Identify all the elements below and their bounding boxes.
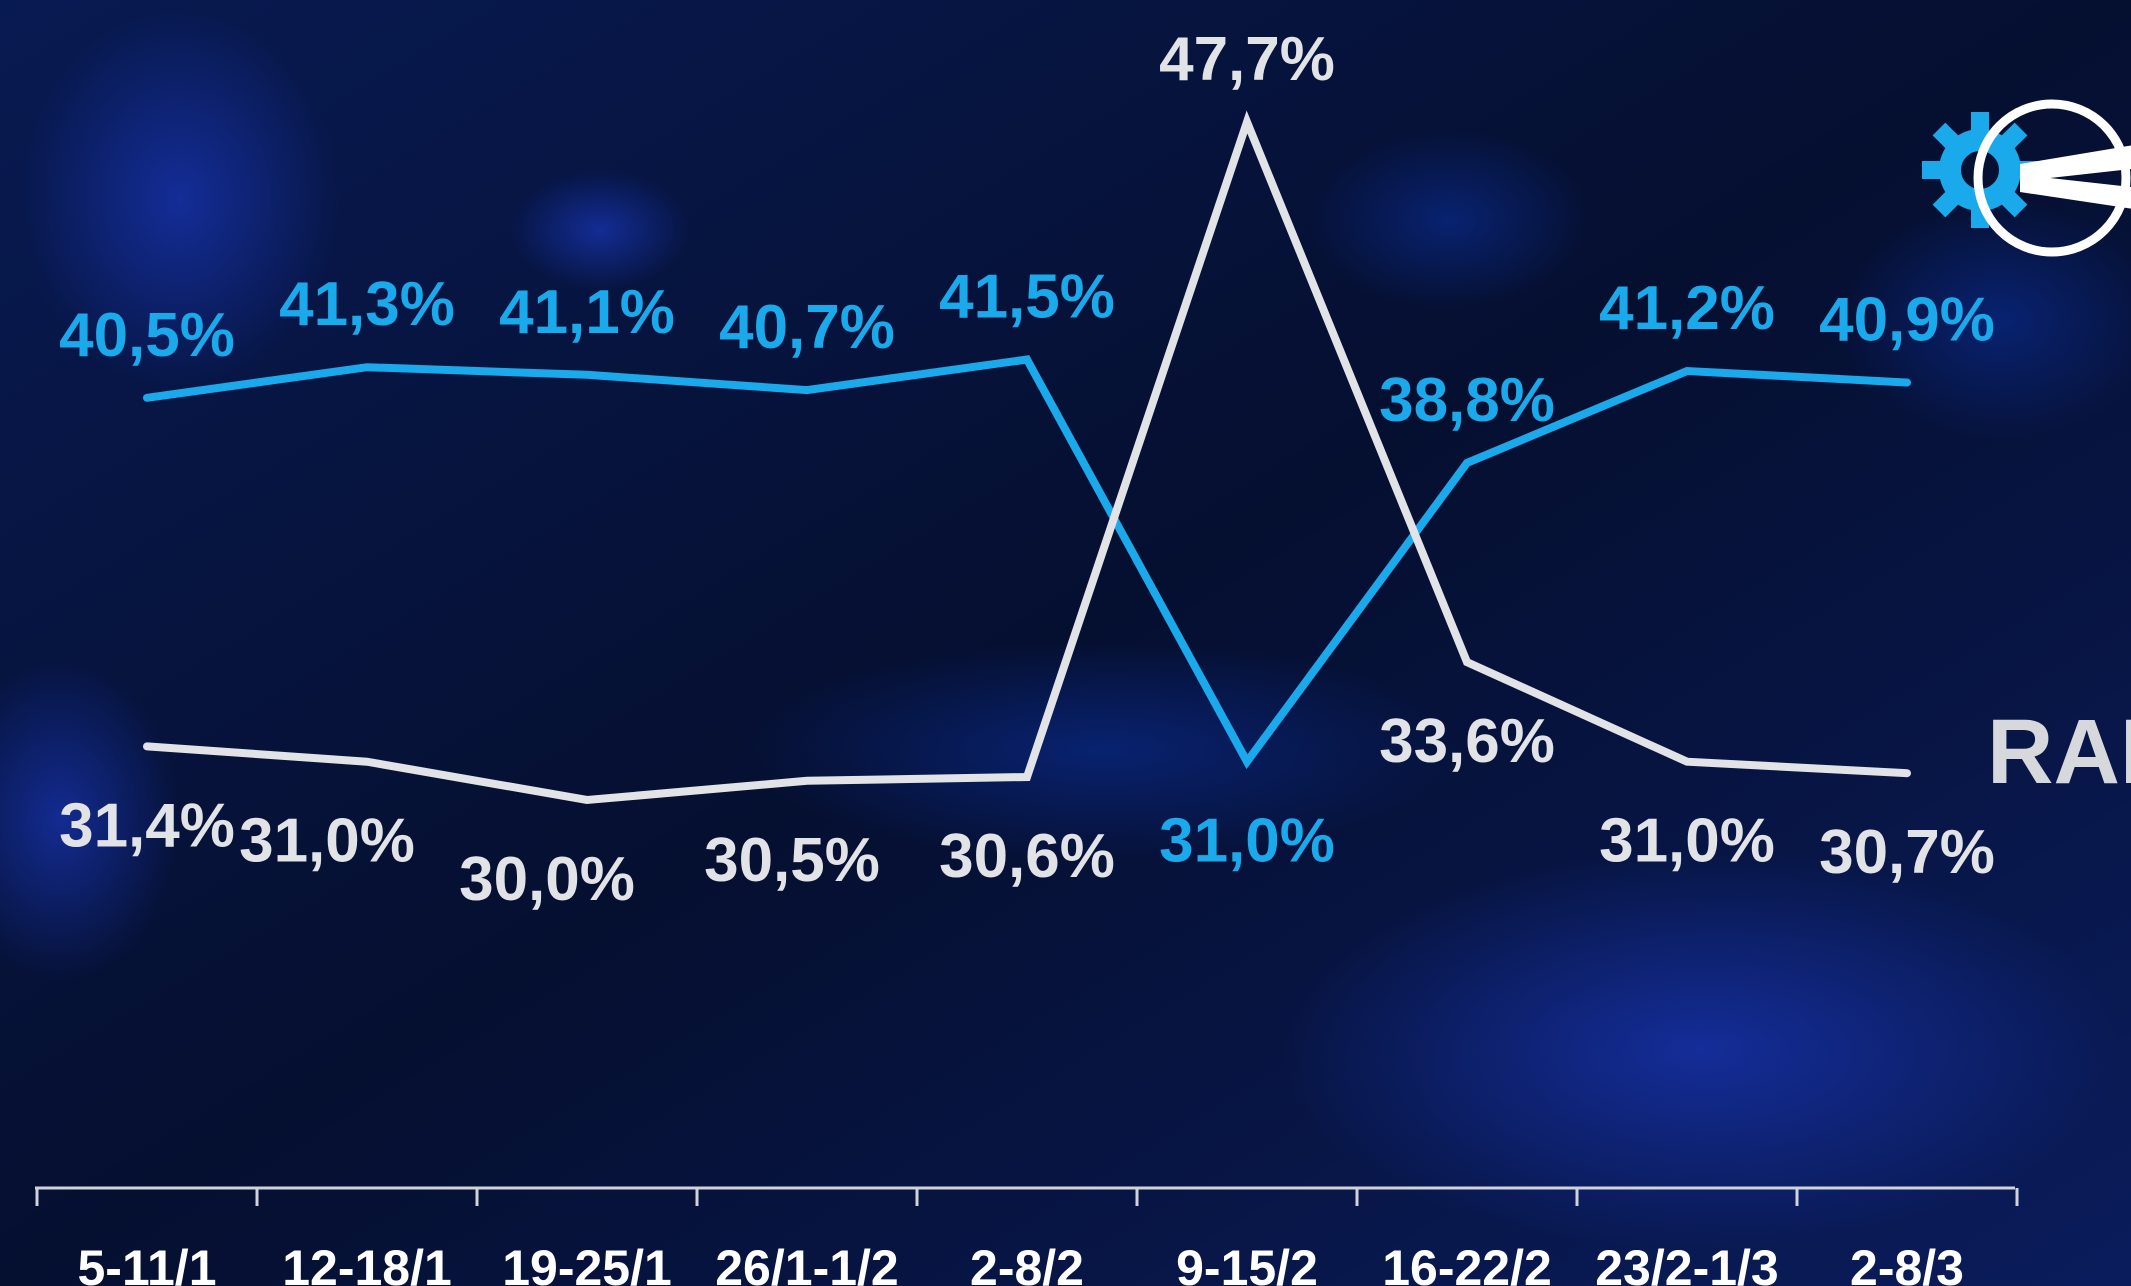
- data-label: 33,6%: [1379, 707, 1555, 776]
- x-tick-label: 26/1-1/2: [715, 1240, 898, 1286]
- series-points: [144, 119, 1910, 803]
- x-tick-label: 9-15/2: [1176, 1240, 1318, 1286]
- data-label: 41,3%: [279, 270, 455, 339]
- data-point: [584, 797, 590, 803]
- x-tick-labels: 5-11/1 12-18/1 19-25/1 26/1-1/2 2-8/2 9-15/2 1…: [77, 1240, 1963, 1286]
- x-axis: [35, 1186, 2019, 1206]
- data-labels: 40,5% 31,4% 41,3% 31,0% 41,1% 30,0% 40,7% 30,5%…: [59, 25, 1995, 914]
- data-point: [584, 371, 590, 378]
- data-point: [1244, 119, 1250, 125]
- x-tick-label: 5-11/1: [77, 1240, 216, 1286]
- data-label: 31,0%: [239, 807, 415, 876]
- data-point: [364, 364, 370, 371]
- data-label: 41,5%: [939, 262, 1115, 331]
- data-label: 31,0%: [1159, 807, 1335, 876]
- series-name-tag: RAI: [1987, 701, 2131, 803]
- data-point: [804, 387, 810, 394]
- data-point: [364, 758, 370, 765]
- data-label: 41,2%: [1599, 274, 1775, 343]
- series-tags: RAI: [1987, 701, 2131, 803]
- data-label: 30,6%: [939, 822, 1115, 891]
- data-point: [1024, 356, 1030, 363]
- data-label: 30,7%: [1819, 818, 1995, 887]
- gear-fork-logo-icon: [1922, 99, 2131, 257]
- data-point: [144, 743, 150, 750]
- x-tick-label: 16-22/2: [1382, 1240, 1552, 1286]
- data-label: 38,8%: [1379, 366, 1555, 435]
- x-tick-label: 23/2-1/3: [1595, 1240, 1778, 1286]
- x-tick-label: 19-25/1: [502, 1240, 672, 1286]
- x-tick-label: 2-8/2: [970, 1240, 1084, 1286]
- data-label: 47,7%: [1159, 25, 1335, 94]
- data-point: [1904, 379, 1910, 386]
- data-label: 30,0%: [459, 845, 635, 914]
- data-label: 40,7%: [719, 293, 895, 362]
- x-tick-label: 12-18/1: [282, 1240, 452, 1286]
- data-label: 30,5%: [704, 826, 880, 895]
- data-label: 40,9%: [1819, 285, 1995, 354]
- data-point: [1684, 367, 1690, 374]
- data-point: [1684, 758, 1690, 765]
- x-tick-label: 2-8/3: [1850, 1240, 1964, 1286]
- data-point: [1464, 459, 1470, 466]
- data-label: 41,1%: [499, 278, 675, 347]
- data-point: [1464, 659, 1470, 666]
- data-point: [1904, 770, 1910, 777]
- data-point: [1244, 758, 1250, 765]
- data-label: 31,0%: [1599, 807, 1775, 876]
- data-point: [144, 394, 150, 401]
- data-label: 31,4%: [59, 791, 235, 860]
- data-point: [1024, 774, 1030, 781]
- data-point: [804, 777, 810, 784]
- data-label: 40,5%: [59, 301, 235, 370]
